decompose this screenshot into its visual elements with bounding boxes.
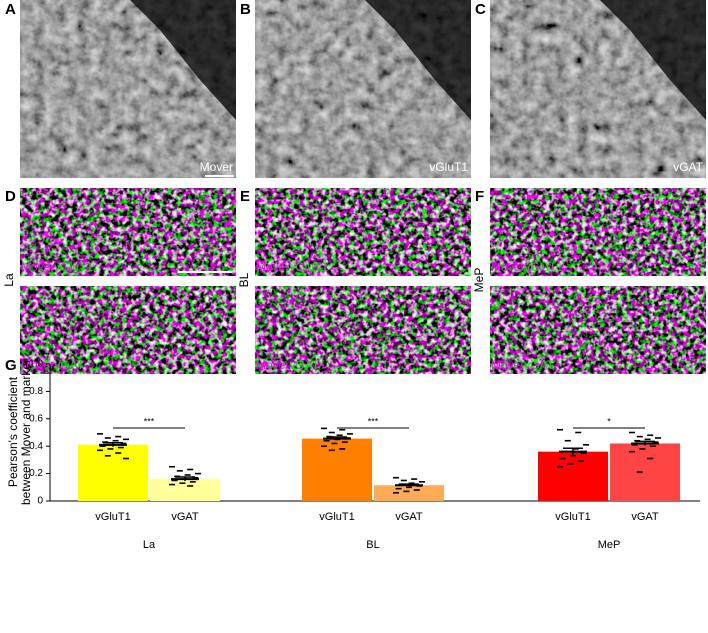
panel-letter: A — [5, 1, 16, 18]
overlay-image — [490, 188, 706, 276]
bar — [78, 444, 148, 501]
x-tick-label: vGluT1 — [555, 511, 590, 523]
panel-letter: B — [240, 1, 251, 18]
overlay-label: MovervGluT1 — [491, 260, 563, 274]
overlay-label: MovervGluT1 — [21, 260, 93, 274]
mover-label: Mover — [21, 260, 54, 274]
marker-label: vGAT — [54, 358, 84, 372]
y-axis-label: between Mover and marker — [19, 359, 33, 505]
overlay-image — [20, 188, 236, 276]
x-tick-label: vGAT — [631, 511, 659, 523]
region-label: BL — [237, 272, 251, 287]
dark-region — [600, 0, 706, 120]
channel-label: vGluT1 — [429, 160, 468, 174]
panel-letter: G — [5, 357, 17, 374]
overlay-label: MovervGAT — [491, 358, 555, 372]
y-tick-label: 1.0 — [29, 359, 43, 370]
group-label: BL — [366, 539, 379, 551]
overlay-label: MovervGAT — [21, 358, 85, 372]
mover-label: Mover — [256, 358, 289, 372]
group-label: MeP — [598, 539, 621, 551]
mover-label: Mover — [491, 260, 524, 274]
marker-label: vGluT1 — [54, 260, 93, 274]
bar — [610, 443, 680, 501]
mover-label: Mover — [491, 358, 524, 372]
bar — [302, 438, 372, 501]
channel-label: Mover — [200, 160, 233, 174]
significance-label: *** — [368, 416, 379, 426]
y-tick-label: 0 — [37, 496, 43, 507]
channel-label: vGAT — [673, 160, 703, 174]
overlay-image — [490, 286, 706, 374]
overlay-label: MovervGAT — [256, 358, 320, 372]
y-axis-label: Pearson's coefficient — [6, 376, 20, 487]
micrographs: AMoverBvGluT1CvGATMovervGluT1MovervGATDL… — [2, 0, 706, 374]
region-label: MeP — [472, 268, 486, 293]
bar — [538, 451, 608, 501]
panel-letter: E — [240, 188, 250, 205]
overlay-image — [20, 286, 236, 374]
dark-region — [365, 0, 471, 120]
x-tick-label: vGAT — [395, 511, 423, 523]
marker-label: vGAT — [524, 358, 554, 372]
marker-label: vGAT — [289, 358, 319, 372]
marker-label: vGluT1 — [289, 260, 328, 274]
region-label: La — [2, 273, 16, 287]
panel-letter: C — [475, 1, 486, 18]
overlay-image — [255, 286, 471, 374]
bar — [374, 485, 444, 501]
y-tick-label: 0.6 — [29, 413, 43, 424]
x-tick-label: vGluT1 — [319, 511, 354, 523]
panel-letter: F — [475, 188, 484, 205]
mover-label: Mover — [256, 260, 289, 274]
group-label: La — [143, 539, 156, 551]
overlay-label: MovervGluT1 — [256, 260, 328, 274]
y-tick-label: 0.2 — [29, 468, 43, 479]
y-tick-label: 0.8 — [29, 386, 43, 397]
panel-letter: D — [5, 188, 16, 205]
significance-label: *** — [144, 416, 155, 426]
x-tick-label: vGAT — [171, 511, 199, 523]
bar-chart: G 0 0.2 0.4 0.6 0.8 1.0 Pearson's coefficient be… — [5, 357, 700, 551]
marker-label: vGluT1 — [524, 260, 563, 274]
overlay-image — [255, 188, 471, 276]
bar — [150, 479, 220, 501]
mover-label: Mover — [21, 358, 54, 372]
y-tick-label: 0.4 — [29, 441, 43, 452]
significance-label: * — [607, 416, 611, 426]
dark-region — [130, 0, 236, 120]
x-tick-label: vGluT1 — [95, 511, 130, 523]
